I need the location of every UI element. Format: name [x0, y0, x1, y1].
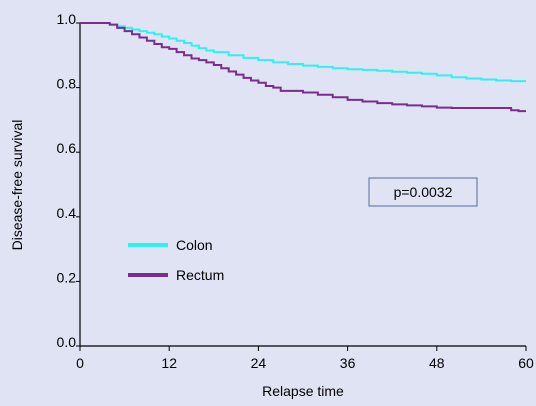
legend-label-colon: Colon: [176, 237, 213, 253]
x-axis-label: Relapse time: [262, 383, 344, 399]
y-tick-label-3: 0.6: [57, 140, 77, 156]
x-tick-label-0: 0: [76, 355, 84, 371]
legend-label-rectum: Rectum: [176, 267, 224, 283]
y-tick-label-4: 0.8: [57, 76, 77, 92]
y-tick-label-0: 0.0: [57, 334, 77, 350]
y-axis-label: Disease-free survival: [9, 120, 25, 251]
y-tick-label-5: 1.0: [57, 11, 77, 27]
p-value-text: p=0.0032: [394, 184, 453, 200]
ticks: 0 12 24 36 48 60 0.0 0.2 0.4 0.6 0.8 1.0: [57, 11, 534, 371]
x-tick-label-4: 48: [429, 355, 445, 371]
axes: [79, 23, 526, 347]
series-lines: [80, 22, 526, 113]
x-tick-label-1: 12: [161, 355, 177, 371]
series-line-rectum: [80, 22, 526, 113]
series-line-colon: [80, 22, 526, 83]
p-value-annotation: p=0.0032: [368, 177, 478, 207]
y-tick-label-1: 0.2: [57, 269, 77, 285]
p-value-box: [368, 177, 478, 207]
y-tick-label-2: 0.4: [57, 205, 77, 221]
x-tick-label-3: 36: [340, 355, 356, 371]
legend: Colon Rectum: [128, 237, 224, 283]
x-tick-label-2: 24: [251, 355, 267, 371]
x-tick-label-5: 60: [518, 355, 534, 371]
